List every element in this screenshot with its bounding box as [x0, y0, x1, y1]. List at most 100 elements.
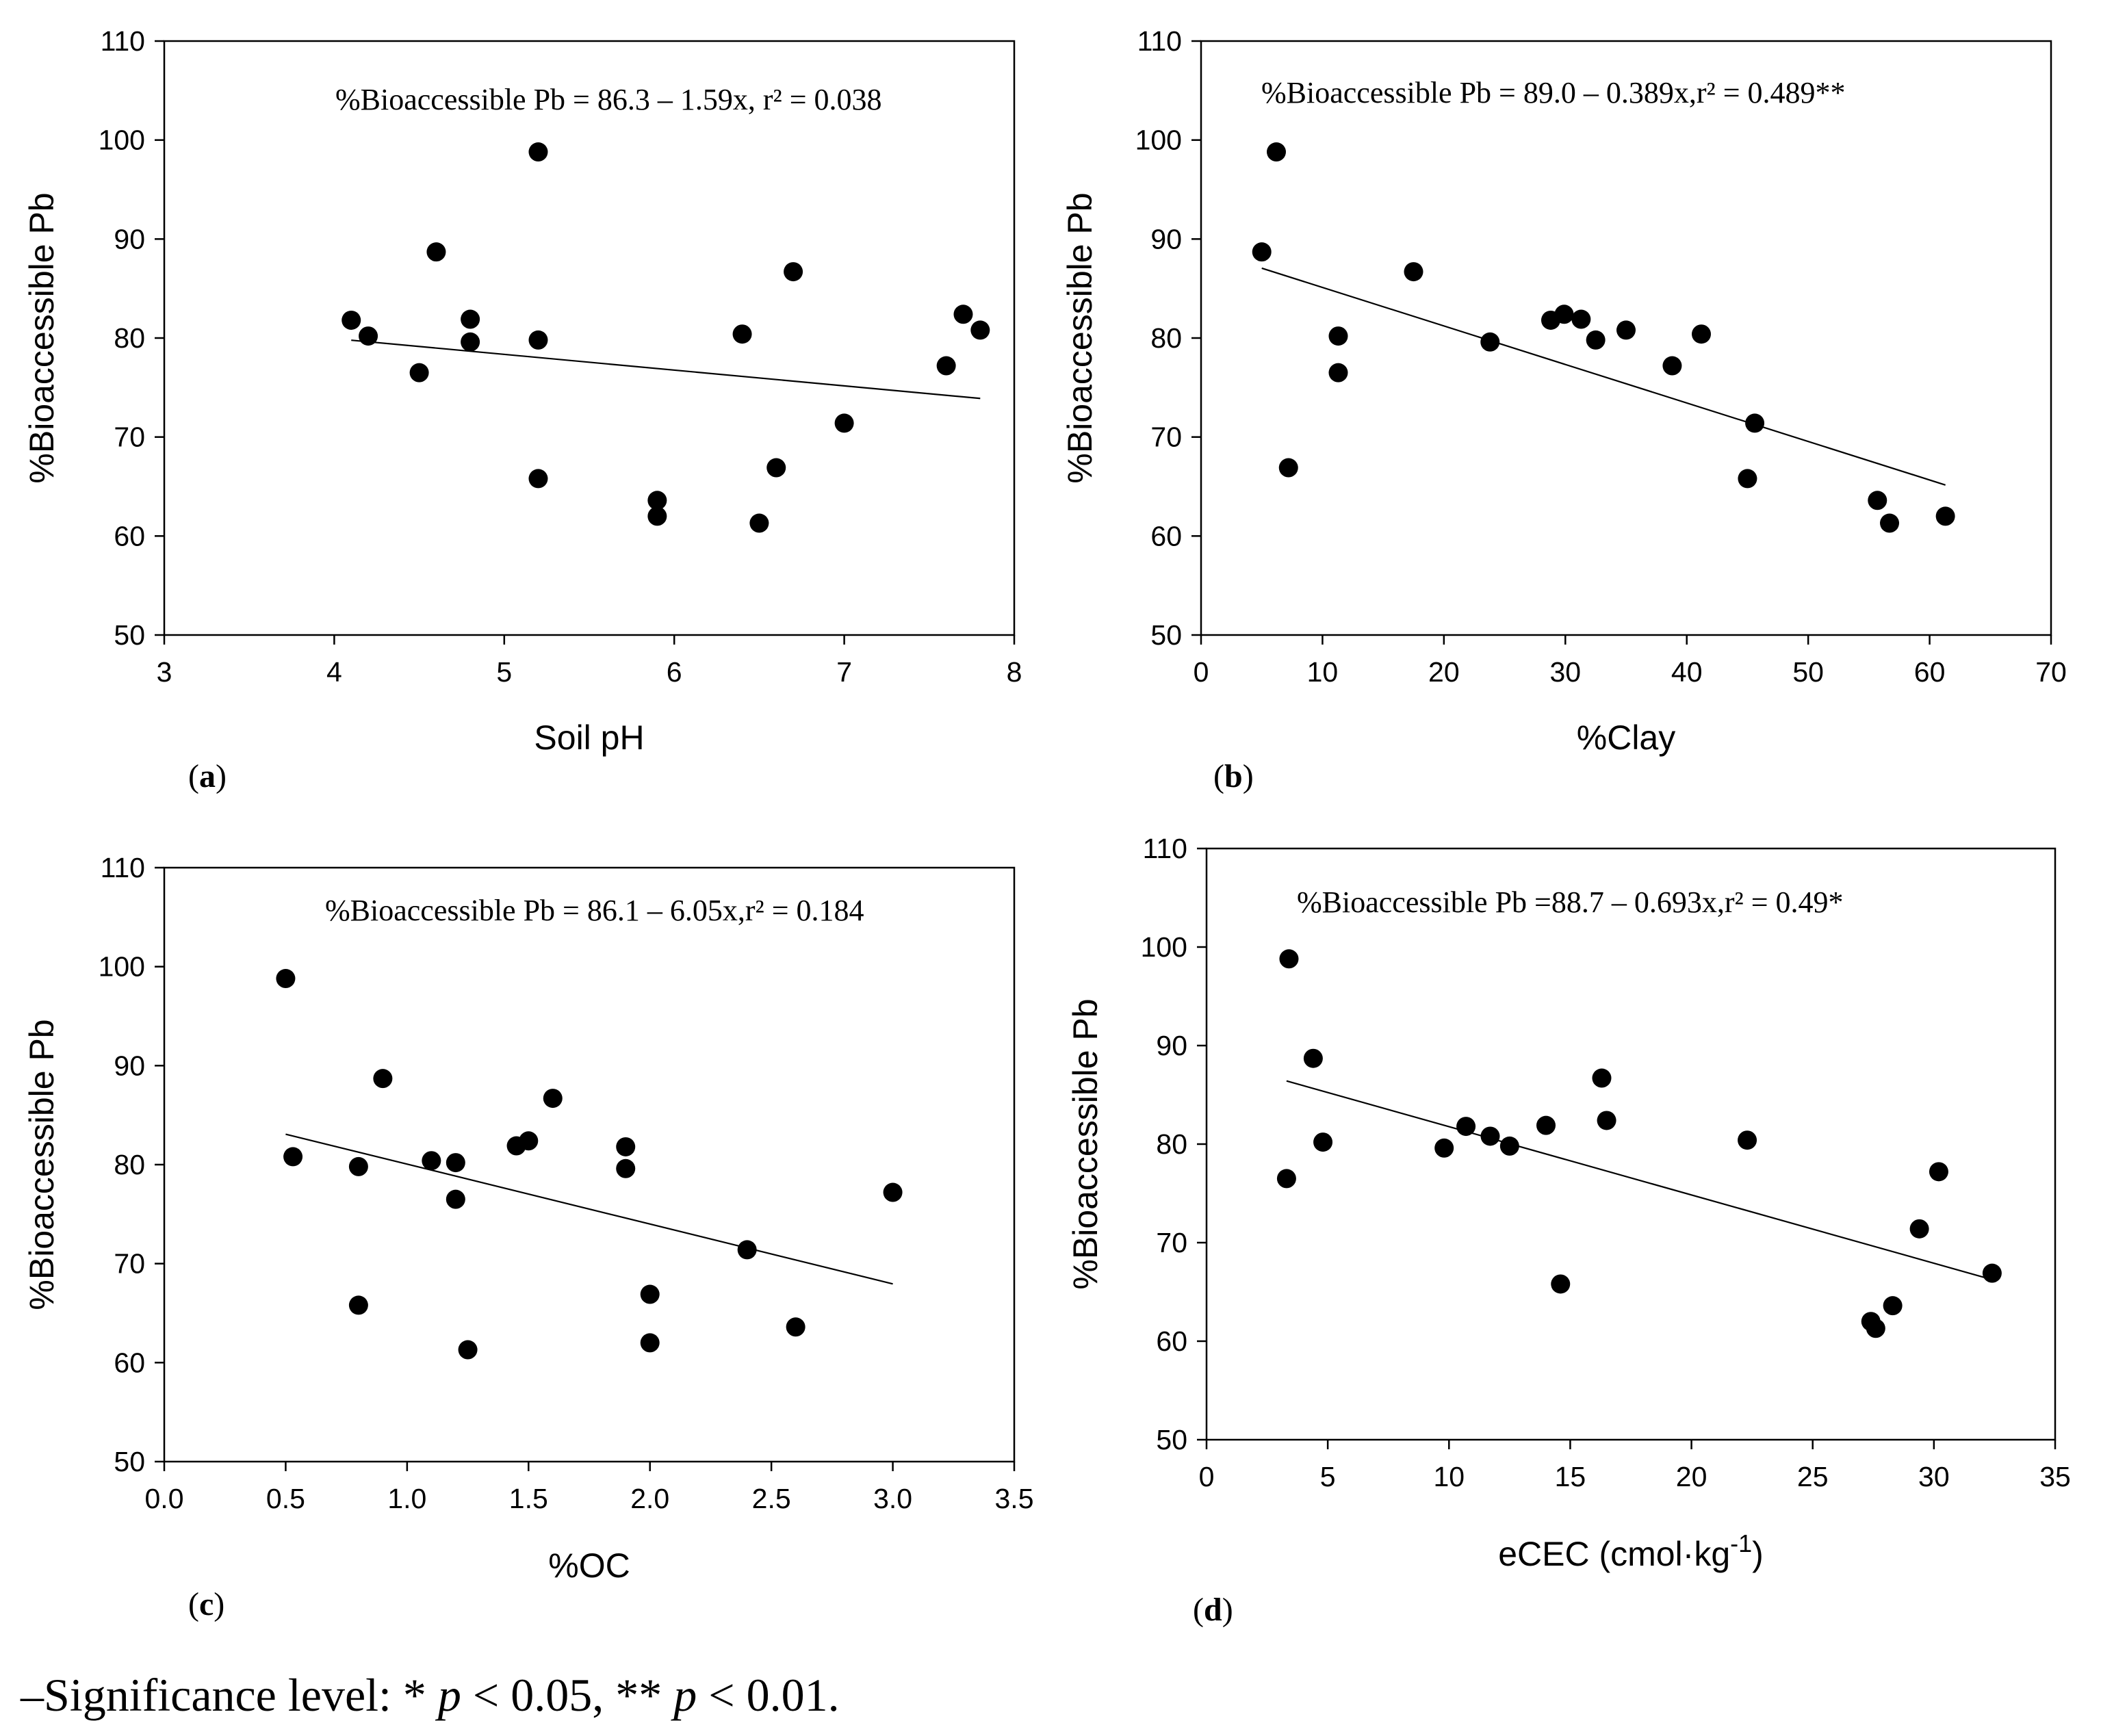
data-point: [1738, 469, 1757, 489]
x-tick-label: 1.5: [509, 1483, 548, 1514]
data-point: [749, 513, 769, 533]
panel-label-open-paren: (: [188, 758, 199, 794]
x-tick-label: 5: [1320, 1461, 1336, 1492]
y-tick-label: 50: [114, 1446, 145, 1477]
y-tick-label: 110: [1137, 25, 1182, 57]
data-point: [1267, 142, 1287, 162]
data-point: [519, 1131, 539, 1151]
data-point: [446, 1153, 465, 1173]
data-point: [373, 1069, 393, 1089]
data-point: [616, 1158, 636, 1178]
data-point: [1935, 506, 1955, 526]
data-point: [1982, 1263, 2002, 1283]
data-point: [1616, 320, 1636, 340]
data-point: [953, 305, 973, 324]
data-point: [458, 1340, 478, 1360]
x-tick-label: 3.5: [995, 1483, 1034, 1514]
data-point: [1499, 1136, 1519, 1156]
data-point: [1278, 458, 1298, 478]
y-tick-label: 60: [114, 1347, 145, 1378]
data-point: [1866, 1319, 1885, 1338]
data-point: [528, 330, 548, 350]
y-tick-label: 70: [1150, 422, 1182, 453]
y-tick-label: 90: [114, 223, 145, 255]
panel-label: (b): [1213, 758, 1254, 794]
data-point: [528, 469, 548, 489]
data-point: [1480, 1126, 1500, 1146]
data-point: [936, 356, 956, 376]
x-axis-title: %Clay: [1577, 718, 1675, 757]
regression-equation: %Bioaccessible Pb =88.7 – 0.693x,r² = 0.…: [1297, 885, 1844, 919]
data-point: [1592, 1068, 1612, 1088]
data-point: [1252, 242, 1272, 262]
data-point: [461, 332, 480, 352]
data-point: [1328, 326, 1348, 346]
y-tick-label: 90: [1150, 223, 1182, 255]
y-tick-label: 50: [114, 619, 145, 651]
data-point: [348, 1295, 368, 1315]
footnote-mid: < 0.05, **: [461, 1669, 673, 1721]
y-axis-title: %Bioaccessible Pb: [1061, 192, 1099, 483]
panel-label: (a): [188, 758, 227, 794]
data-point: [426, 242, 446, 262]
panel-label-close-paren: ): [214, 1586, 224, 1622]
panel-label-close-paren: ): [1243, 758, 1254, 794]
data-point: [1404, 262, 1423, 282]
x-axis-title: %OC: [548, 1546, 630, 1585]
x-tick-label: 30: [1549, 656, 1581, 688]
data-point: [1738, 1130, 1757, 1150]
data-point: [409, 363, 429, 383]
x-tick-label: 3: [157, 656, 172, 688]
data-point: [422, 1151, 441, 1171]
data-point: [359, 326, 378, 346]
x-tick-label: 40: [1671, 656, 1703, 688]
data-point: [1745, 413, 1765, 433]
x-tick-label: 2.5: [752, 1483, 791, 1514]
y-tick-label: 100: [99, 951, 145, 983]
data-point: [446, 1189, 465, 1209]
x-tick-label: 7: [836, 656, 852, 688]
data-point: [616, 1137, 636, 1156]
x-tick-label: 30: [1918, 1461, 1950, 1492]
y-tick-label: 70: [114, 422, 145, 453]
regression-line: [1286, 1080, 1993, 1281]
y-tick-label: 110: [101, 852, 145, 883]
data-point: [834, 413, 854, 433]
data-point: [348, 1156, 368, 1176]
y-axis-title: %Bioaccessible Pb: [23, 1019, 61, 1310]
x-axis-title: eCEC (cmol·kg-1): [1498, 1529, 1764, 1573]
y-tick-label: 90: [1156, 1030, 1187, 1061]
data-point: [1303, 1048, 1323, 1068]
x-tick-label: 0: [1194, 656, 1209, 688]
x-tick-label: 2.0: [630, 1483, 669, 1514]
y-tick-label: 60: [1156, 1325, 1187, 1357]
panel-d: 0 5 10 15 20 25 30 35 50 60 70 80 90 100 110 %Bioaccess…: [1066, 833, 2071, 1628]
data-point: [1929, 1162, 1948, 1182]
data-point: [1909, 1219, 1929, 1239]
x-tick-label: 15: [1555, 1461, 1586, 1492]
data-point: [1551, 1274, 1571, 1294]
footnote-suffix: < 0.01.: [697, 1669, 839, 1721]
data-point: [883, 1182, 903, 1202]
footnote-p-symbol-2: p: [671, 1669, 697, 1721]
x-axis-title-end: ): [1752, 1535, 1764, 1573]
y-tick-label: 80: [114, 322, 145, 354]
data-point: [737, 1240, 757, 1260]
data-point: [1880, 513, 1900, 533]
regression-line: [1261, 267, 1946, 486]
y-tick-label: 80: [114, 1149, 145, 1180]
y-tick-label: 50: [1150, 619, 1182, 651]
panel-label-letter: d: [1204, 1592, 1222, 1628]
panel-c: 0.0 0.5 1.0 1.5 2.0 2.5 3.0 3.5 50 60 70 80 90 100 110…: [23, 852, 1034, 1622]
regression-equation: %Bioaccessible Pb = 86.3 – 1.59x, r² = 0…: [335, 83, 882, 116]
data-point: [647, 491, 667, 510]
x-tick-label: 0.0: [145, 1483, 184, 1514]
x-tick-label: 0: [1199, 1461, 1215, 1492]
data-point: [1434, 1138, 1454, 1158]
data-point: [786, 1317, 805, 1337]
y-tick-label: 60: [114, 520, 145, 552]
x-tick-label: 70: [2035, 656, 2067, 688]
y-tick-label: 70: [114, 1248, 145, 1280]
x-axis-title-main: eCEC (cmol·kg: [1498, 1535, 1730, 1573]
